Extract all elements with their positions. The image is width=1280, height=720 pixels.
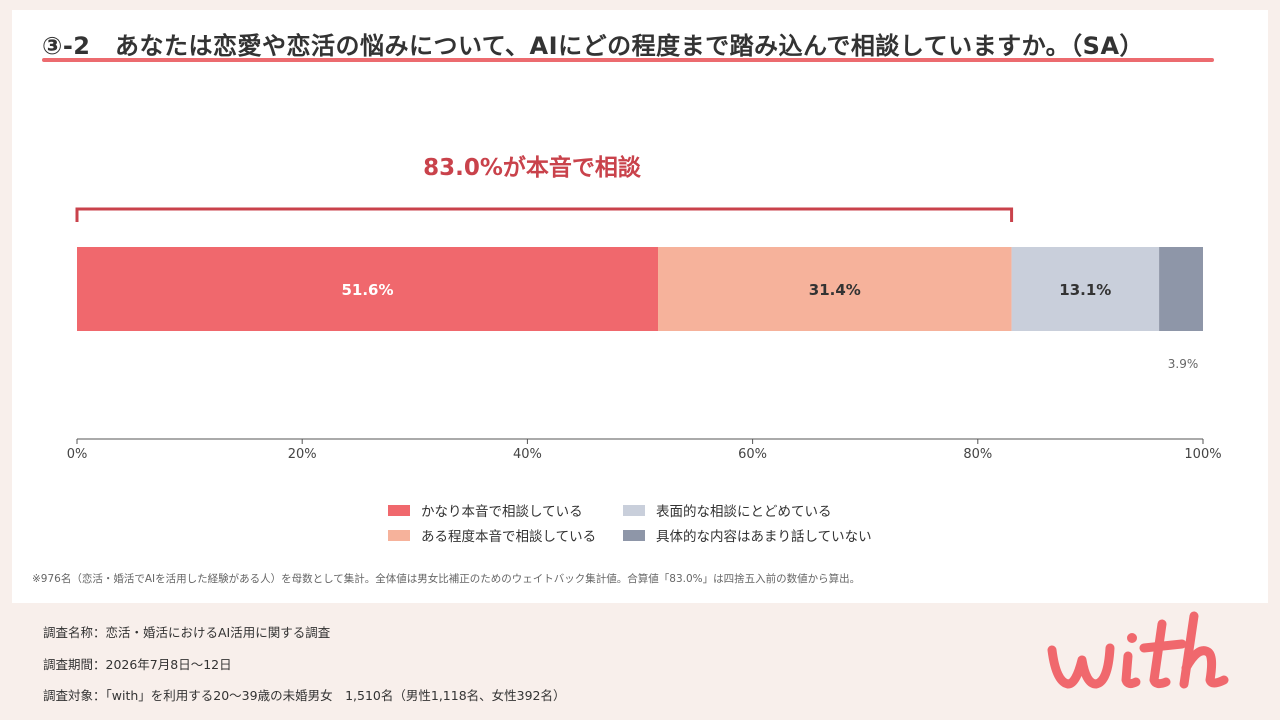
legend-item-2: ある程度本音で相談している (388, 525, 623, 545)
footnote: ※976名（恋活・婚活でAIを活用した経験がある人）を母数として集計。全体値は男… (32, 573, 861, 585)
legend-label-3: 表面的な相談にとどめている (656, 504, 832, 520)
bar-segment-3 (1011, 247, 1160, 331)
survey-period: 調査期間：2026年7月8日〜12日 (43, 657, 232, 672)
survey-target: 調査対象：「with」を利用する20〜39歳の未婚男女 1,510名（男性1,1… (43, 688, 566, 703)
bar-segment-1 (77, 247, 659, 331)
data-label-2: 31.4% (809, 281, 861, 299)
x-tick-label-1: 20% (288, 447, 317, 462)
x-tick-label-4: 80% (963, 447, 992, 462)
callout-bracket (75, 207, 1014, 222)
with-logo (1047, 611, 1229, 689)
legend-item-1: かなり本音で相談している (388, 500, 623, 520)
x-tick-label-0: 0% (67, 447, 88, 462)
data-label-3: 13.1% (1059, 281, 1111, 299)
legend-swatch-3 (623, 504, 645, 516)
legend-label-2: ある程度本音で相談している (421, 529, 597, 545)
page-title: ③-2 あなたは恋愛や恋活の悩みについて、AIにどの程度まで踏み込んで相談してい… (42, 32, 1145, 60)
chart-legend: かなり本音で相談している 表面的な相談にとどめている ある程度本音で相談している… (388, 500, 908, 545)
legend-swatch-2 (388, 529, 410, 541)
x-tick-label-3: 60% (738, 447, 767, 462)
legend-swatch-4 (623, 529, 645, 541)
survey-name: 調査名称：恋活・婚活におけるAI活用に関する調査 (43, 625, 331, 640)
legend-swatch-1 (388, 504, 410, 516)
x-tick-label-5: 100% (1184, 447, 1221, 462)
x-tick-label-2: 40% (513, 447, 542, 462)
bar-segment-2 (658, 247, 1012, 331)
title-underline (42, 58, 1214, 62)
legend-label-4: 具体的な内容はあまり話していない (656, 529, 872, 545)
callout-label: 83.0%が本音で相談 (423, 155, 641, 181)
data-label-4: 3.9% (1168, 357, 1199, 371)
bar-segment-4 (1159, 247, 1203, 331)
legend-label-1: かなり本音で相談している (421, 504, 583, 520)
legend-item-4: 具体的な内容はあまり話していない (623, 525, 883, 545)
data-label-1: 51.6% (341, 281, 393, 299)
legend-item-3: 表面的な相談にとどめている (623, 500, 883, 520)
